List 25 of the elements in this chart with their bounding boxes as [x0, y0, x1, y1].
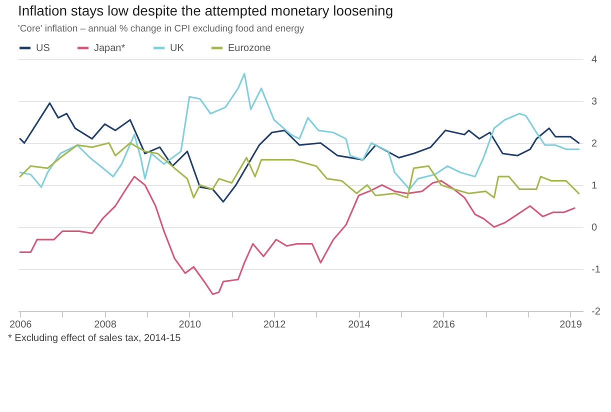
y-tick-label: -2: [592, 306, 601, 318]
legend-label: Eurozone: [228, 43, 272, 54]
x-tick-label: 2019: [560, 320, 582, 330]
line-series: [19, 102, 580, 203]
chart-subtitle: 'Core' inflation – annual % change in CPI excluding food and energy: [18, 24, 304, 34]
y-tick-label: 0: [592, 222, 598, 234]
y-tick-label: 3: [592, 96, 598, 108]
line-series: [19, 72, 580, 190]
line-series: [19, 176, 576, 295]
x-tick-label: 2014: [348, 320, 371, 330]
x-tick-label: 2010: [178, 320, 202, 330]
text: * Excluding effect of sales tax, 2014-15: [8, 333, 182, 344]
y-tick-label: 1: [592, 180, 598, 192]
line-series: [19, 142, 580, 198]
legend-label: UK: [170, 43, 184, 54]
legend-label: Japan*: [94, 43, 126, 54]
legend-label: US: [36, 43, 50, 54]
chart-title: Inflation stays low despite the attempted monetary loosening: [18, 2, 394, 18]
x-tick-label: 2012: [263, 320, 286, 330]
y-tick-label: 4: [592, 54, 598, 66]
y-tick-label: -1: [592, 264, 601, 276]
y-tick-label: 2: [592, 138, 598, 150]
x-tick-label: 2008: [94, 320, 117, 330]
x-tick-label: 2006: [9, 320, 32, 330]
x-tick-label: 2016: [432, 320, 456, 330]
